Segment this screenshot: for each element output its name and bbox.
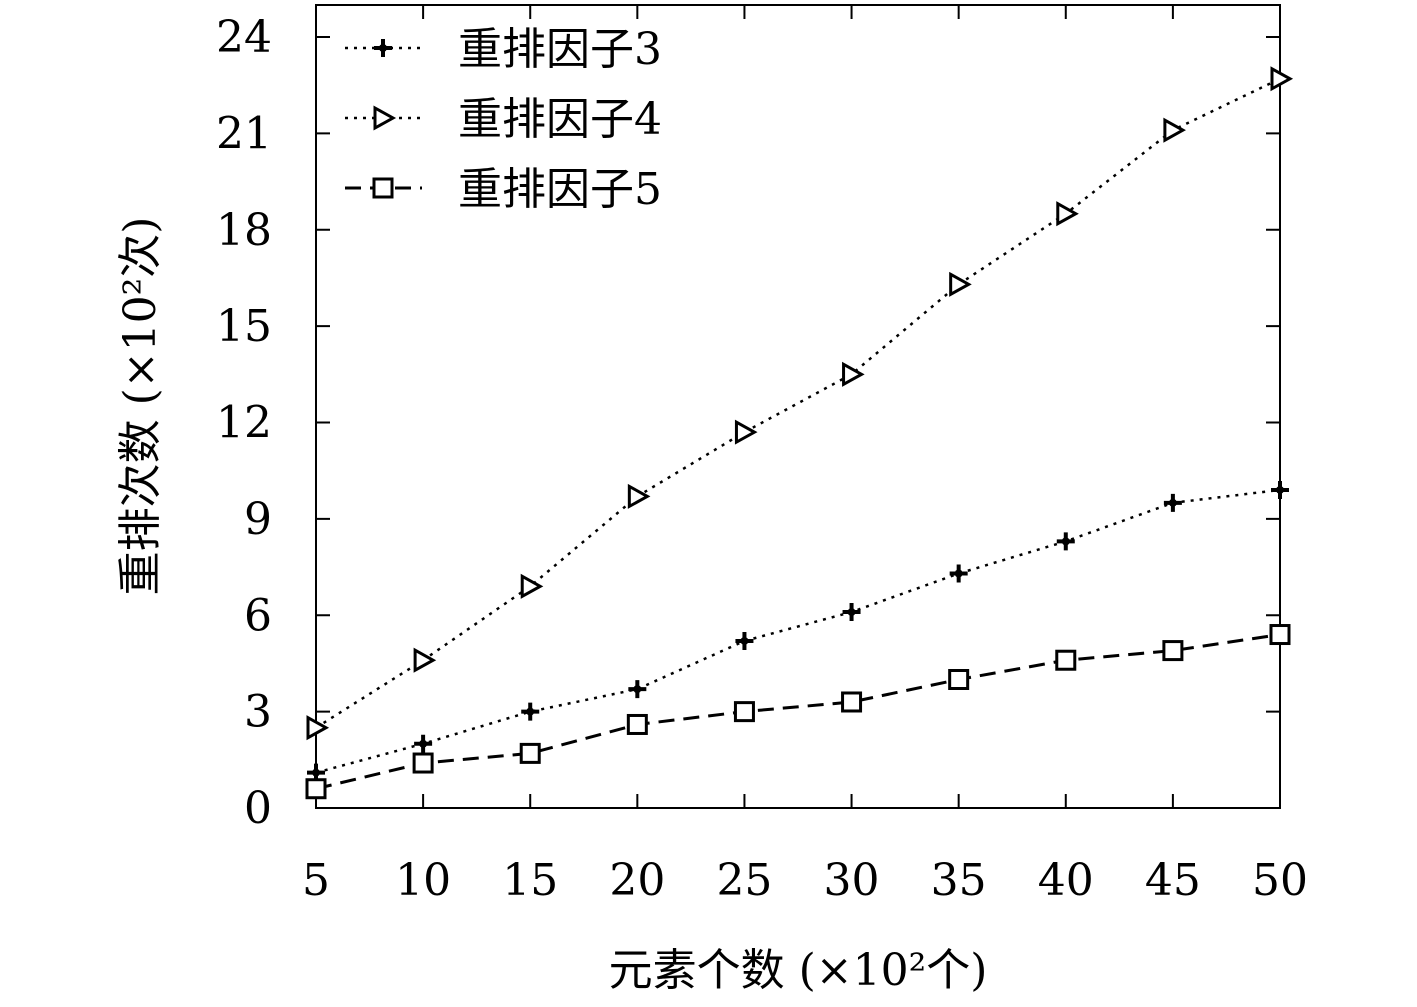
legend-label: 重排因子4 bbox=[458, 94, 662, 145]
y-tick-label: 15 bbox=[216, 301, 272, 352]
y-axis: 0 3 6 9 12 15 18 21 24 bbox=[216, 12, 1280, 834]
plus-marker-center bbox=[954, 569, 963, 578]
series-3 bbox=[305, 624, 1291, 800]
y-tick-label: 18 bbox=[216, 205, 272, 256]
x-tick-label: 45 bbox=[1145, 855, 1201, 906]
plot-frame bbox=[315, 4, 1281, 809]
triangle-marker bbox=[373, 105, 397, 131]
x-tick-label: 50 bbox=[1252, 855, 1308, 906]
legend-label: 重排因子3 bbox=[458, 24, 662, 75]
triangle-marker bbox=[413, 647, 437, 673]
series-1 bbox=[307, 480, 1289, 782]
legend-item: 重排因子3 bbox=[345, 24, 662, 75]
x-axis-title: 元素个数 (×10²个) bbox=[609, 945, 988, 996]
legend-item: 重排因子5 bbox=[345, 164, 662, 215]
square-marker bbox=[626, 713, 648, 735]
square-marker bbox=[519, 742, 541, 764]
plus-marker-center bbox=[847, 608, 856, 617]
plus-marker-center bbox=[419, 739, 428, 748]
square-marker bbox=[412, 752, 434, 774]
y-tick-label: 12 bbox=[216, 398, 272, 449]
x-axis: 5 10 15 20 25 30 35 40 45 50 bbox=[302, 5, 1308, 906]
triangle-marker bbox=[520, 573, 544, 599]
y-tick-label: 21 bbox=[216, 108, 272, 159]
y-tick-label: 24 bbox=[216, 12, 272, 63]
square-marker bbox=[948, 669, 970, 690]
plus-marker-center bbox=[312, 768, 320, 777]
legend-label: 重排因子5 bbox=[458, 164, 662, 215]
plus-marker-center bbox=[1168, 498, 1177, 507]
triangle-marker bbox=[627, 483, 651, 509]
x-tick-label: 25 bbox=[716, 855, 772, 906]
series-line bbox=[315, 77, 1281, 729]
triangle-marker bbox=[734, 419, 758, 445]
square-marker bbox=[841, 691, 863, 713]
triangle-marker bbox=[1163, 117, 1186, 143]
square-marker bbox=[305, 778, 327, 800]
triangle-marker bbox=[949, 271, 972, 297]
x-tick-label: 15 bbox=[502, 855, 558, 906]
square-marker bbox=[1269, 624, 1291, 646]
square-marker bbox=[1162, 640, 1184, 662]
plus-marker-center bbox=[526, 707, 535, 716]
series-line bbox=[315, 488, 1281, 774]
plus-marker-center bbox=[1276, 485, 1284, 494]
triangle-marker bbox=[1270, 66, 1294, 92]
y-tick-label: 0 bbox=[244, 783, 272, 834]
plus-marker-center bbox=[740, 636, 749, 645]
plus-marker-center bbox=[379, 44, 387, 52]
triangle-marker bbox=[1056, 201, 1079, 227]
x-tick-label: 20 bbox=[609, 855, 665, 906]
series-2 bbox=[306, 66, 1294, 741]
square-marker bbox=[372, 177, 394, 199]
legend: 重排因子3 重排因子4 重排因子5 bbox=[345, 24, 662, 215]
x-tick-label: 40 bbox=[1038, 855, 1094, 906]
square-marker bbox=[1055, 649, 1077, 671]
legend-item: 重排因子4 bbox=[345, 94, 662, 145]
triangle-marker bbox=[306, 715, 330, 741]
triangle-marker bbox=[842, 361, 865, 387]
x-tick-label: 10 bbox=[395, 855, 451, 906]
square-marker bbox=[733, 701, 755, 723]
plus-marker-center bbox=[1061, 537, 1070, 546]
x-tick-label: 30 bbox=[824, 855, 880, 906]
plus-marker-center bbox=[633, 685, 642, 694]
series-line bbox=[315, 633, 1281, 791]
x-tick-label: 35 bbox=[931, 855, 987, 906]
y-tick-label: 3 bbox=[244, 687, 272, 738]
x-tick-label: 5 bbox=[302, 855, 330, 906]
y-tick-label: 9 bbox=[244, 494, 272, 545]
series-layer bbox=[305, 66, 1294, 800]
y-tick-label: 6 bbox=[244, 590, 272, 641]
y-axis-title: 重排次数 (×10²次) bbox=[115, 217, 166, 596]
